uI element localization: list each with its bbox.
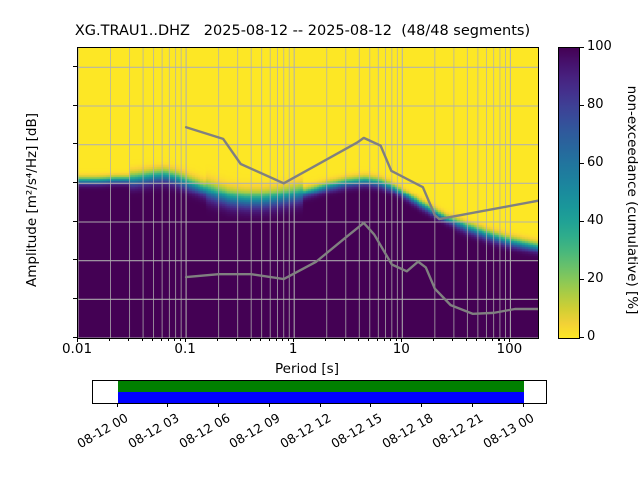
x-tick-mark-minor [492,338,494,341]
y-axis-label: Amplitude [m²/s⁴/Hz] [dB] [24,113,40,288]
x-tick-mark-minor [395,338,397,341]
y-tick-mark [73,297,77,299]
x-tick-mark-minor [344,338,346,341]
x-tick-mark-minor [167,338,169,341]
timeline-tick-label: 08-12 12 [277,410,334,452]
colorbar-gradient [559,48,579,338]
colorbar-tick-mark [580,104,584,106]
x-tick-mark-minor [160,338,162,341]
y-tick-mark [73,104,77,106]
x-tick-mark-minor [390,338,392,341]
timeline-tick-mark [167,403,169,407]
x-tick-mark-minor [179,338,181,341]
colorbar-tick-label: 100 [587,39,612,54]
colorbar-tick-mark [580,220,584,222]
x-tick-mark-minor [384,338,386,341]
colorbar-tick-label: 60 [587,155,604,170]
x-tick-mark-minor [152,338,154,341]
timeline-tick-label: 08-12 09 [226,410,283,452]
y-tick-mark [73,143,77,145]
x-tick-mark-minor [325,338,327,341]
x-tick-mark-minor [249,338,251,341]
timeline-tick-label: 08-13 00 [480,410,537,452]
colorbar-tick-mark [580,46,584,48]
timeline-tick-mark [218,403,220,407]
x-tick-mark-minor [287,338,289,341]
y-tick-mark [73,181,77,183]
y-tick-mark [73,259,77,261]
colorbar-tick-label: 80 [587,97,604,112]
y-tick-mark [73,336,77,338]
x-tick-mark-minor [484,338,487,341]
x-tick-mark-minor [282,338,284,341]
timeline-tick-mark [370,403,372,407]
x-axis-label: Period [s] [275,361,339,377]
timeline-tick-label: 08-12 03 [125,410,182,452]
x-tick-mark-minor [109,338,111,341]
x-tick-mark-minor [376,338,378,341]
x-tick-label: 1 [288,341,298,357]
colorbar[interactable] [558,47,580,339]
x-tick-mark [508,338,510,342]
timeline-tick-label: 08-12 15 [328,410,385,452]
x-tick-mark-minor [217,338,219,341]
page-title: XG.TRAU1..DHZ 2025-08-12 -- 2025-08-12 (… [74,23,531,39]
x-tick-mark [76,338,78,342]
timeline-segments-bar [118,381,524,392]
x-tick-mark-minor [357,338,359,341]
x-tick-label: 100 [496,341,523,357]
x-tick-mark [400,338,402,342]
y-tick-mark [73,65,77,67]
y-tick-mark [73,220,77,222]
timeline-tick-label: 08-12 21 [429,410,486,452]
x-tick-mark-minor [268,338,270,341]
x-tick-mark-minor [141,338,143,341]
x-tick-label: 0.1 [174,341,196,357]
x-tick-mark [184,338,186,342]
timeline-tick-mark [522,403,524,407]
colorbar-label: non-exceedance (cumulative) [%] [624,85,640,315]
ppsd-histogram-canvas [78,48,538,338]
timeline-tick-mark [421,403,423,407]
ppsd-plot-area[interactable] [77,47,539,339]
colorbar-tick-label: 20 [587,271,604,286]
colorbar-tick-mark [580,162,584,164]
colorbar-tick-mark [580,278,584,280]
timeline-tick-mark [471,403,473,407]
x-tick-mark-minor [236,338,238,341]
colorbar-tick-label: 40 [587,213,604,228]
x-tick-label: 0.01 [61,341,93,357]
x-tick-mark-minor [503,338,506,341]
timeline-coverage-bar[interactable] [92,380,547,404]
timeline-tick-mark [319,403,321,407]
x-tick-mark-minor [275,338,278,341]
colorbar-tick-mark [580,336,584,338]
colorbar-tick-label: 0 [587,329,596,344]
timeline-tick-mark [116,403,118,407]
x-tick-mark-minor [498,338,500,341]
x-tick-mark-minor [128,338,130,341]
x-tick-mark-minor [433,338,435,341]
x-tick-label: 10 [392,341,410,357]
x-tick-mark-minor [368,338,370,341]
timeline-tick-mark [268,403,270,407]
x-tick-mark [292,338,294,342]
x-tick-mark-minor [452,338,454,341]
x-tick-mark-minor [174,338,176,341]
x-tick-mark-minor [476,338,478,341]
timeline-coverage-bar-blue [118,392,524,403]
x-tick-mark-minor [260,338,262,341]
x-tick-mark-minor [465,338,467,341]
